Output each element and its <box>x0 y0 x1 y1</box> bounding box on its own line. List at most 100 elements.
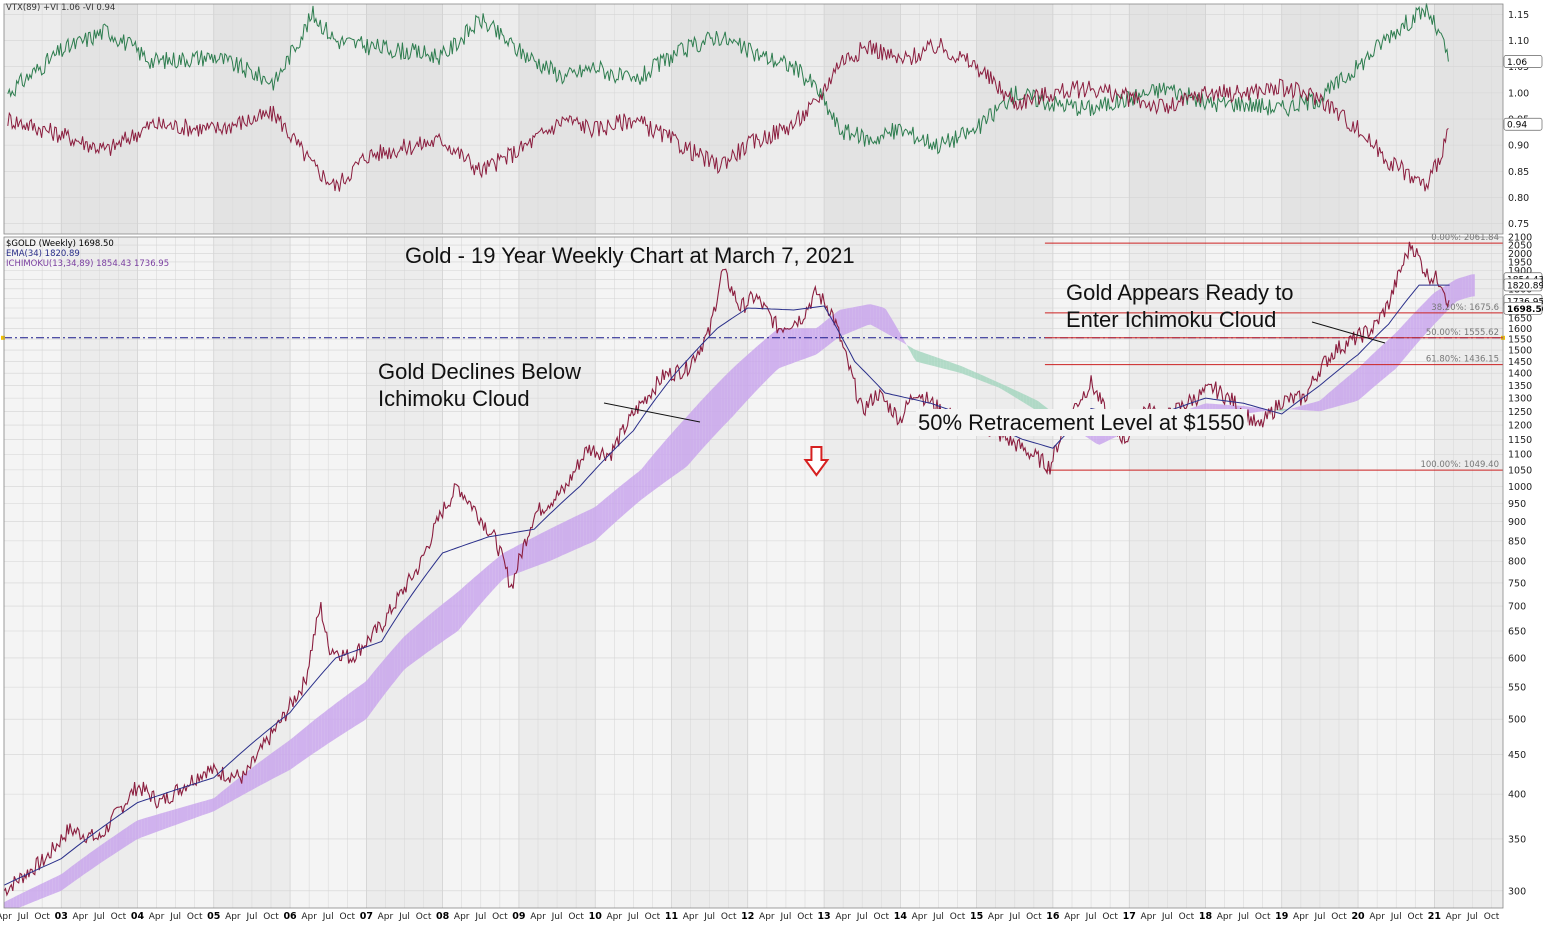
cloud-segment <box>52 876 56 895</box>
ema34-line <box>3 284 1450 886</box>
cloud-segment <box>538 533 541 566</box>
price-tick-label: 2050 <box>1508 241 1532 252</box>
cloud-segment <box>1294 406 1298 410</box>
cloud-segment <box>1313 401 1317 411</box>
cloud-segment <box>254 763 258 789</box>
vi-plus-line <box>7 3 1449 155</box>
cloud-segment <box>138 819 142 839</box>
cloud-segment <box>177 807 181 825</box>
cloud-segment <box>223 787 227 806</box>
cloud-segment <box>1331 388 1335 409</box>
cloud-segment <box>769 332 773 377</box>
cloud-segment <box>443 601 447 641</box>
cloud-segment <box>358 684 361 725</box>
x-year-label: 21 <box>1428 911 1441 922</box>
cloud-segment <box>599 501 603 538</box>
cloud-segment <box>196 802 200 818</box>
x-month-label: Oct <box>1179 912 1195 922</box>
cloud-segment <box>1319 398 1323 412</box>
cloud-segment <box>226 785 230 804</box>
cloud-segment <box>986 377 990 385</box>
cloud-segment <box>394 643 398 682</box>
cloud-segment <box>434 608 438 648</box>
cloud-segment <box>1419 304 1423 341</box>
cloud-segment <box>492 559 496 591</box>
cloud-segment <box>959 365 963 374</box>
cloud-segment <box>739 359 743 409</box>
cloud-segment <box>589 508 593 544</box>
annotation-declines-line2: Ichimoku Cloud <box>378 386 530 411</box>
price-tick-label: 800 <box>1508 557 1526 568</box>
x-month-label: Oct <box>340 912 356 922</box>
cloud-segment <box>477 572 480 609</box>
cloud-segment <box>721 376 725 429</box>
cloud-segment <box>852 306 856 332</box>
x-month-label: Oct <box>1407 912 1423 922</box>
price-tick-label: 750 <box>1508 578 1526 589</box>
price-tick-label: 1250 <box>1508 407 1532 418</box>
cloud-segment <box>885 309 889 335</box>
cloud-segment <box>120 829 123 851</box>
cloud-segment <box>397 640 401 678</box>
price-tick-label: 1400 <box>1508 369 1532 380</box>
cloud-segment <box>303 726 307 761</box>
x-month-label: Oct <box>568 912 584 922</box>
cloud-segment <box>1004 385 1008 393</box>
price-tick-label: 350 <box>1508 834 1526 845</box>
cloud-segment <box>1020 392 1024 403</box>
price-value-label: 1820.89 <box>1507 281 1543 291</box>
x-month-label: Apr <box>225 912 241 922</box>
cloud-segment <box>440 603 444 644</box>
down-arrow-icon <box>803 446 830 477</box>
x-month-label: Jul <box>1390 912 1402 922</box>
price-tick-label: 1950 <box>1508 257 1532 268</box>
cloud-segment <box>165 811 169 829</box>
cloud-segment <box>1465 275 1469 299</box>
indicator-tick-label: 0.90 <box>1508 141 1529 152</box>
cloud-segment <box>1407 316 1411 355</box>
cloud-segment <box>715 383 718 435</box>
cloud-segment <box>104 840 108 861</box>
x-year-label: 11 <box>665 911 678 922</box>
cloud-segment <box>919 351 923 364</box>
cloud-segment <box>342 696 346 735</box>
price-tick-label: 550 <box>1508 683 1526 694</box>
cloud-segment <box>135 820 139 841</box>
cloud-segment <box>287 739 291 771</box>
cloud-segment <box>925 353 929 365</box>
cloud-segment <box>760 340 764 387</box>
cloud-segment <box>1389 336 1393 374</box>
cloud-segment <box>150 815 154 835</box>
cloud-segment <box>562 521 566 556</box>
cloud-segment <box>98 844 102 865</box>
cloud-segment <box>888 314 892 337</box>
cloud-segment <box>1377 347 1381 385</box>
cloud-segment <box>629 476 633 510</box>
cloud-segment <box>1435 290 1439 324</box>
cloud-segment <box>351 689 355 729</box>
cloud-segment <box>879 306 883 332</box>
cloud-segment <box>275 748 279 778</box>
cloud-segment <box>724 373 728 426</box>
cloud-segment <box>638 468 642 502</box>
cloud-segment <box>1334 385 1338 408</box>
cloud-segment <box>1346 375 1350 404</box>
cloud-segment <box>1456 278 1460 302</box>
cloud-segment <box>995 381 999 388</box>
price-tick-label: 1050 <box>1508 465 1532 476</box>
cloud-segment <box>339 698 343 736</box>
cloud-segment <box>840 309 844 337</box>
price-tick-label: 950 <box>1508 499 1526 510</box>
cloud-segment <box>354 687 358 727</box>
cloud-segment <box>696 402 700 456</box>
cloud-segment <box>272 750 276 779</box>
x-month-label: Jul <box>474 912 486 922</box>
x-month-label: Jul <box>17 912 29 922</box>
cloud-segment <box>873 305 877 328</box>
cloud-segment <box>1343 377 1347 405</box>
cloud-segment <box>400 637 404 674</box>
cloud-segment <box>861 305 865 328</box>
x-month-label: Oct <box>34 912 50 922</box>
cloud-segment <box>901 335 905 344</box>
cloud-segment <box>422 618 426 657</box>
